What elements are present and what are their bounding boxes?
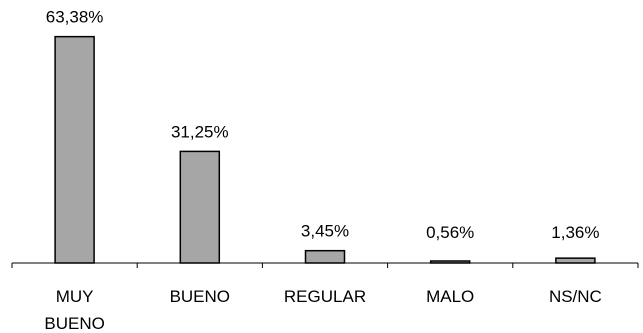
category-label-line: MALO xyxy=(426,287,474,306)
bar xyxy=(54,35,95,264)
category-label: MALO xyxy=(426,287,474,306)
bar xyxy=(429,260,471,264)
category-label: NS/NC xyxy=(549,287,602,306)
category-label: BUENO xyxy=(170,287,230,306)
category-label-line: NS/NC xyxy=(549,287,602,306)
bar xyxy=(179,150,221,264)
bar xyxy=(555,257,596,264)
data-label: 1,36% xyxy=(551,223,599,242)
bar xyxy=(304,249,346,264)
data-label: 63,38% xyxy=(46,8,104,27)
category-labels: MUY BUENO BUENO REGULAR MALO NS/NC xyxy=(44,287,601,333)
data-label: 0,56% xyxy=(426,223,474,242)
category-label-line: REGULAR xyxy=(284,287,366,306)
category-label-line: MUY xyxy=(56,287,94,306)
category-label-line: BUENO xyxy=(44,314,104,333)
data-label: 31,25% xyxy=(171,122,229,141)
category-label: REGULAR xyxy=(284,287,366,306)
data-labels: 63,38% 31,25% 3,45% 0,56% 1,36% xyxy=(46,8,600,242)
x-axis-ticks xyxy=(11,263,639,268)
category-label-line: BUENO xyxy=(170,287,230,306)
bars xyxy=(54,35,596,264)
category-label: MUY BUENO xyxy=(44,287,104,333)
data-label: 3,45% xyxy=(301,222,349,241)
